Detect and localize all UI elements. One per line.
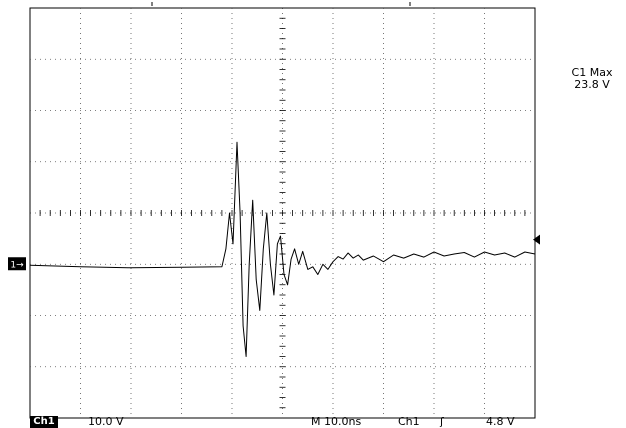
graticule-grid	[29, 2, 536, 419]
waveform-series-line	[29, 141, 536, 357]
ground-level-marker	[8, 257, 26, 271]
markers: 1→	[8, 234, 540, 271]
trigger-level: 4.8 V	[486, 415, 515, 428]
measurement-label: C1 Max	[571, 66, 613, 79]
trigger-slope-icon: ʃ	[440, 415, 444, 428]
trigger-level-arrow-icon	[533, 234, 540, 245]
measurement-value: 23.8 V	[574, 78, 610, 91]
trigger-source: Ch1	[398, 415, 420, 428]
volts-per-division: 10.0 V	[88, 415, 124, 428]
channel-indicator: Ch1	[30, 416, 58, 428]
ground-marker-label: 1→	[10, 260, 24, 270]
time-per-division: M 10.0ns	[311, 415, 362, 428]
waveform-trace	[29, 141, 536, 357]
